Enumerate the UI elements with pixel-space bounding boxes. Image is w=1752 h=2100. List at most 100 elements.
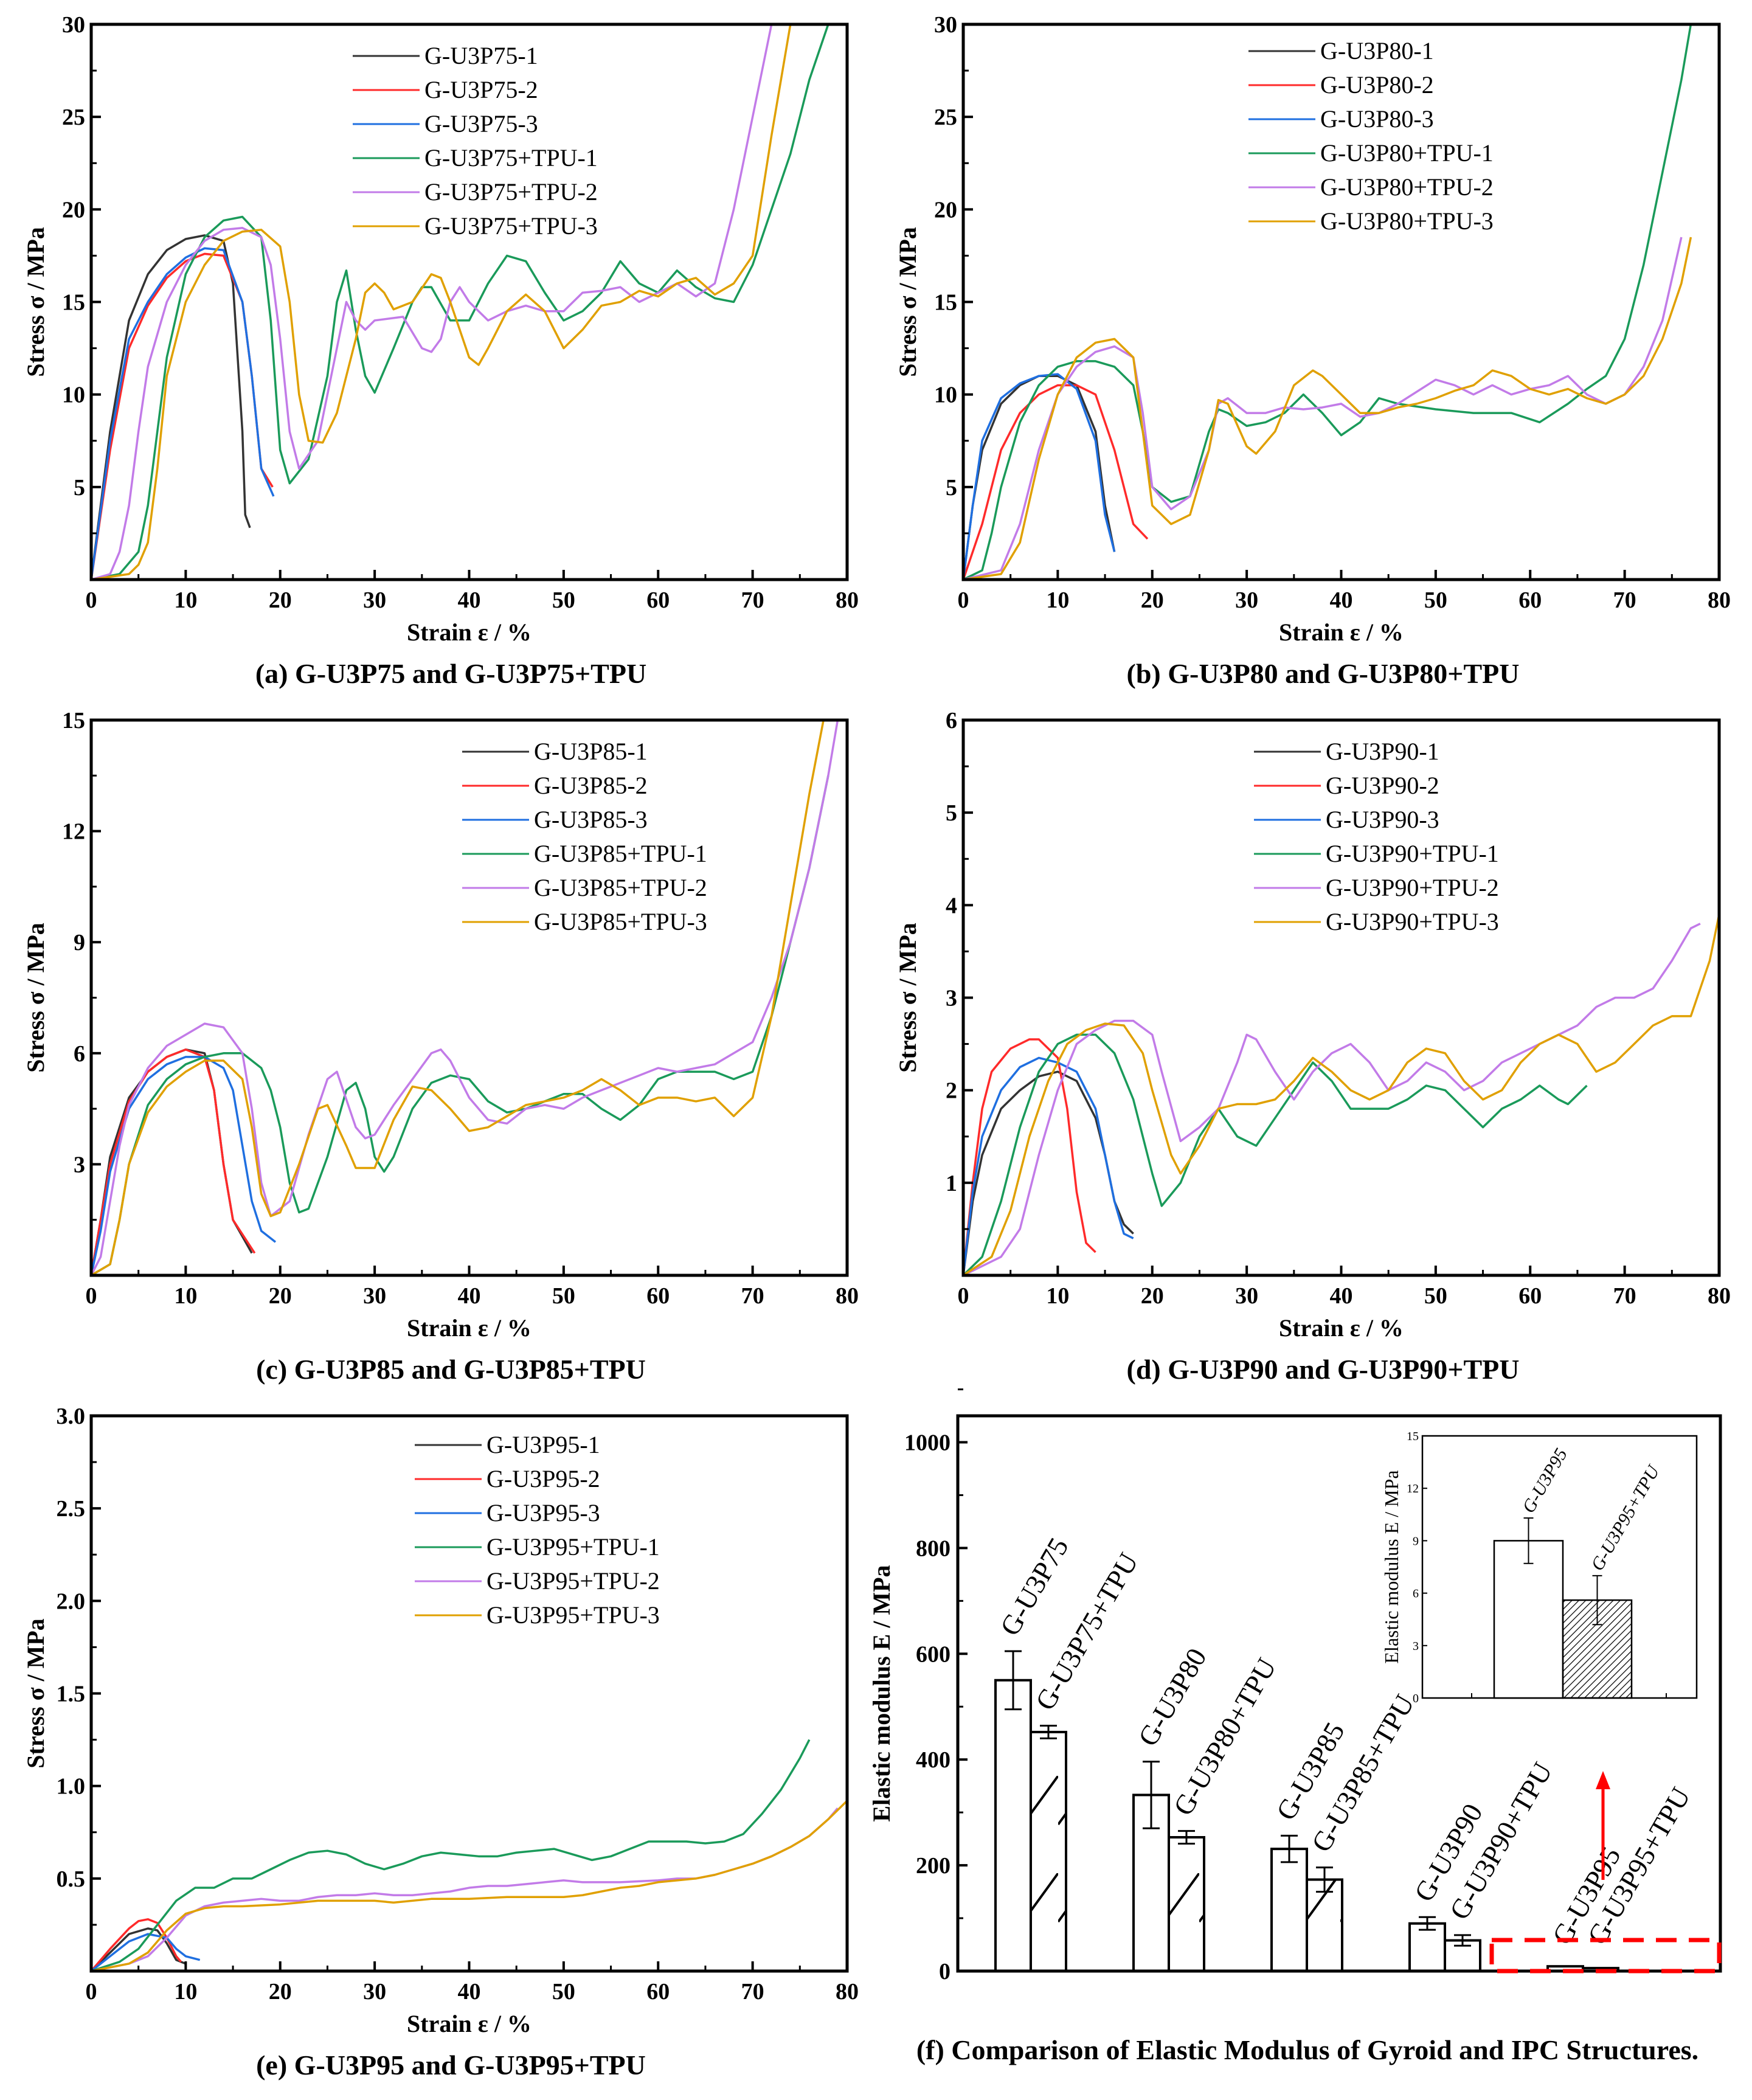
y-tick-label: 15 <box>62 708 85 733</box>
legend-label: G-U3P75-2 <box>424 76 538 103</box>
x-tick-label: 70 <box>1613 1283 1636 1309</box>
x-tick-label: 40 <box>458 1979 481 2005</box>
panel-b: G-U3P80-1 G-U3P80-2 G-U3P80-3 G-U3P80+TPU-1… <box>894 12 1731 689</box>
legend-label: G-U3P85+TPU-3 <box>534 908 707 935</box>
x-axis-label: Strain ε / % <box>407 1314 531 1342</box>
x-tick-label: 0 <box>86 587 97 613</box>
x-tick-label: 10 <box>174 1283 197 1309</box>
legend-label: G-U3P85-1 <box>534 738 648 765</box>
y-tick-label: 6 <box>946 708 957 733</box>
panel-caption: (b) G-U3P80 and G-U3P80+TPU <box>1127 658 1520 689</box>
y-tick-label: 10 <box>934 383 957 408</box>
legend-label: G-U3P90-2 <box>1326 772 1439 799</box>
highlight-box <box>1489 1938 1722 1974</box>
panel-c: G-U3P85-1 G-U3P85-2 G-U3P85-3 G-U3P85+TPU-1… <box>22 708 859 1385</box>
bar-G-U3P85 <box>1270 1848 1308 1972</box>
legend-label: G-U3P95-2 <box>486 1465 600 1492</box>
y-tick-label: 25 <box>934 105 957 130</box>
y-tick-label: 0 <box>939 1959 950 1984</box>
x-tick-label: 50 <box>1424 1283 1447 1309</box>
x-tick-label: 30 <box>1235 587 1258 613</box>
x-tick-label: 10 <box>1046 1283 1069 1309</box>
series-line-G-U3P85-3 <box>90 1056 277 1276</box>
panel-caption: (f) Comparison of Elastic Modulus of Gyr… <box>916 2034 1698 2065</box>
bar-label: G-U3P80 <box>1132 1643 1212 1751</box>
y-tick-label: 25 <box>62 105 85 130</box>
x-tick-label: 70 <box>741 587 764 613</box>
x-axis-label: Strain ε / % <box>407 619 531 646</box>
legend-label: G-U3P85+TPU-2 <box>534 874 707 901</box>
x-tick-label: 80 <box>836 1283 859 1309</box>
x-tick-label: 20 <box>1141 587 1164 613</box>
y-tick-label: 3 <box>74 1152 85 1177</box>
x-tick-label: 30 <box>363 1283 386 1309</box>
legend-label: G-U3P80+TPU-3 <box>1320 207 1494 235</box>
series-line-G-U3P80+TPU-3 <box>963 237 1692 581</box>
y-axis-label: Stress σ / MPa <box>22 1618 49 1769</box>
legend-label: G-U3P80-1 <box>1320 37 1434 64</box>
x-tick-label: 10 <box>1046 587 1069 613</box>
legend-label: G-U3P95-1 <box>486 1431 600 1458</box>
legend-label: G-U3P95+TPU-1 <box>486 1533 660 1561</box>
legend-label: G-U3P85-3 <box>534 806 648 833</box>
inset-y-tick-label: 12 <box>1407 1482 1419 1495</box>
x-tick-label: 40 <box>458 1283 481 1309</box>
legend-label: G-U3P95+TPU-2 <box>486 1567 660 1595</box>
y-axis-label: Elastic modulus E / MPa <box>868 1565 895 1821</box>
series-line-G-U3P85-2 <box>90 1048 256 1276</box>
x-tick-label: 10 <box>174 1979 197 2005</box>
y-tick-label: 6 <box>74 1041 85 1067</box>
series-line-G-U3P80+TPU-2 <box>963 237 1683 581</box>
legend-label: G-U3P95-3 <box>486 1499 600 1526</box>
x-tick-label: 20 <box>269 1979 292 2005</box>
series-line-G-U3P75-2 <box>90 252 274 580</box>
bar-G-U3P85+TPU <box>1306 1878 1343 1972</box>
series-line-G-U3P90+TPU-3 <box>963 914 1720 1277</box>
x-tick-label: 70 <box>1613 587 1636 613</box>
y-tick-label: 30 <box>934 12 957 38</box>
y-tick-label: 1.0 <box>57 1774 86 1800</box>
inset-y-tick-label: 9 <box>1413 1534 1419 1548</box>
legend-label: G-U3P75-3 <box>424 110 538 137</box>
y-tick-label: 12 <box>62 819 85 845</box>
y-tick-label: 30 <box>62 12 85 38</box>
series-line-G-U3P85+TPU-1 <box>91 775 829 1277</box>
legend-label: G-U3P80-3 <box>1320 105 1434 133</box>
legend-label: G-U3P90+TPU-2 <box>1326 874 1499 901</box>
x-tick-label: 60 <box>1518 587 1542 613</box>
panel-caption: (d) G-U3P90 and G-U3P90+TPU <box>1127 1354 1520 1385</box>
panel-caption: (a) G-U3P75 and G-U3P75+TPU <box>255 658 646 689</box>
x-axis-label: Strain ε / % <box>407 2010 531 2037</box>
series-line-G-U3P80-3 <box>962 373 1116 580</box>
bar-G-U3P75 <box>994 1679 1032 1973</box>
series-line-G-U3P75-3 <box>90 247 275 580</box>
y-tick-label: 15 <box>934 290 957 316</box>
legend-label: G-U3P80+TPU-1 <box>1320 139 1494 167</box>
x-tick-label: 50 <box>1424 587 1447 613</box>
legend-label: G-U3P75-1 <box>424 42 538 69</box>
y-tick-label: 2.5 <box>57 1496 86 1522</box>
inset-y-tick-label: 15 <box>1407 1430 1419 1443</box>
series-line-G-U3P95+TPU-3 <box>91 1800 848 1972</box>
x-tick-label: 40 <box>458 587 481 613</box>
x-tick-label: 0 <box>958 587 969 613</box>
series-line-G-U3P95+TPU-2 <box>91 1807 839 1972</box>
inset-y-tick-label: 3 <box>1413 1640 1419 1653</box>
y-tick-label: 3 <box>946 986 957 1011</box>
inset-y-axis-label: Elastic modulus E / MPa <box>1380 1470 1402 1663</box>
y-tick-label: 5 <box>946 475 957 501</box>
x-tick-label: 50 <box>552 1979 575 2005</box>
legend-label: G-U3P75+TPU-3 <box>424 212 598 240</box>
y-tick-label: 4 <box>946 893 957 918</box>
y-axis-label: Stress σ / MPa <box>22 227 49 377</box>
x-axis-label: Strain ε / % <box>1279 1314 1404 1342</box>
y-tick-label: 20 <box>62 197 85 223</box>
y-tick-label: 1 <box>946 1171 957 1196</box>
y-tick-label: 9 <box>74 930 85 955</box>
y-tick-label: 800 <box>916 1536 950 1561</box>
legend-label: G-U3P80+TPU-2 <box>1320 173 1494 201</box>
series-line-G-U3P85+TPU-3 <box>91 719 825 1277</box>
x-tick-label: 50 <box>552 587 575 613</box>
